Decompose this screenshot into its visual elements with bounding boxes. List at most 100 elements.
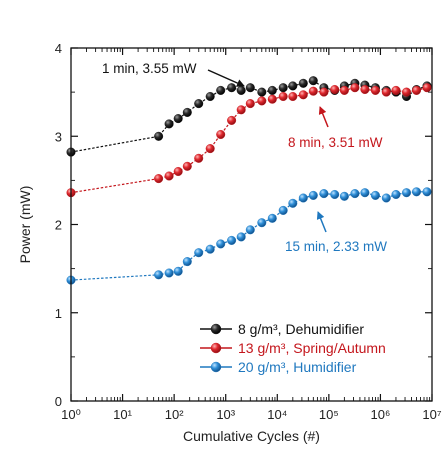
series-3-point	[381, 193, 391, 203]
axis-ticks	[70, 47, 433, 402]
series-1-point	[267, 85, 277, 95]
x-tick-label: 10¹	[113, 407, 132, 422]
series-3-point	[154, 270, 164, 280]
legend-label: 13 g/m³, Spring/Autumn	[238, 340, 386, 356]
y-axis-title: Power (mW)	[17, 186, 33, 264]
series-1-point	[257, 87, 267, 97]
legend: 8 g/m³, Dehumidifier 13 g/m³, Spring/Autu…	[200, 321, 386, 375]
series-line-3	[70, 191, 427, 281]
series-3-point	[298, 193, 308, 203]
axis-tick-labels: 10⁰ 10¹ 10² 10³ 10⁴ 10⁵ 10⁶ 10⁷ 0 1 2 3 4	[55, 41, 442, 422]
series-2-point	[236, 105, 246, 115]
series-2-point	[173, 166, 183, 176]
series-2-point	[381, 87, 391, 97]
series-3-point	[319, 189, 329, 199]
series-3-point	[227, 235, 237, 245]
series-2-point	[227, 115, 237, 125]
series-2-point	[278, 91, 288, 101]
series-1-point	[194, 99, 204, 109]
y-tick-label: 4	[55, 41, 62, 56]
x-tick-label: 10⁶	[371, 407, 391, 422]
series-3-point	[278, 205, 288, 215]
y-tick-label: 2	[55, 218, 62, 233]
series-3-point	[391, 189, 401, 199]
series-2-point	[339, 85, 349, 95]
annotation-label: 15 min, 2.33 mW	[285, 239, 387, 254]
y-tick-label: 1	[55, 306, 62, 321]
series-1-point	[182, 107, 192, 117]
series-3-point	[245, 225, 255, 235]
series-2-point	[350, 83, 360, 93]
annotation-arrow	[316, 211, 327, 233]
series-2-point	[319, 87, 329, 97]
legend-label: 8 g/m³, Dehumidifier	[238, 321, 364, 337]
series-3-point	[308, 190, 318, 200]
series-2-point	[330, 84, 340, 94]
series-2-point	[182, 161, 192, 171]
legend-marker	[210, 323, 222, 335]
series-1-point	[298, 78, 308, 88]
legend-marker	[210, 361, 222, 373]
annotation-arrow	[207, 69, 245, 87]
x-tick-label: 10⁴	[267, 407, 287, 422]
series-3-point	[216, 239, 226, 249]
x-tick-label: 10⁷	[422, 407, 441, 422]
series-2-point	[391, 85, 401, 95]
x-tick-label: 10³	[216, 407, 235, 422]
series-3-point	[422, 187, 432, 197]
series-2-point	[360, 84, 370, 94]
series-1-point	[205, 91, 215, 101]
x-axis-title: Cumulative Cycles (#)	[183, 428, 320, 444]
series-3-point	[164, 268, 174, 278]
legend-marker	[210, 342, 222, 354]
x-tick-label: 10²	[165, 407, 184, 422]
series-line-1	[70, 80, 428, 153]
series-2-point	[257, 96, 267, 106]
series-3-point	[267, 213, 277, 223]
series-1-point	[216, 85, 226, 95]
series-3-point	[205, 244, 215, 254]
series-2-point	[288, 91, 298, 101]
series-2-point	[164, 171, 174, 181]
series-2-point	[154, 174, 164, 184]
series-3-point	[402, 188, 412, 198]
series-3-point	[194, 248, 204, 258]
series-3-point	[360, 188, 370, 198]
series-2-point	[205, 144, 215, 154]
series-3-point	[330, 189, 340, 199]
series-line-2	[70, 87, 428, 194]
series-2-point	[245, 99, 255, 109]
series-2-point	[308, 86, 318, 96]
series-3-point	[412, 187, 422, 197]
series-3-point	[370, 190, 380, 200]
series-3-point	[339, 191, 349, 201]
annotations: 1 min, 3.55 mW 8 min, 3.51 mW 15 min, 2.33…	[102, 61, 387, 254]
annotation-label: 1 min, 3.55 mW	[102, 61, 197, 76]
series-2-point	[194, 153, 204, 163]
series-2-point	[267, 94, 277, 104]
legend-label: 20 g/m³, Humidifier	[238, 359, 357, 375]
y-tick-label: 3	[55, 129, 62, 144]
annotation-arrow	[318, 106, 329, 128]
series-2-point	[298, 90, 308, 100]
series-3-point	[236, 232, 246, 242]
series-3-point	[288, 198, 298, 208]
series-lines	[70, 80, 428, 281]
annotation-label: 8 min, 3.51 mW	[288, 135, 383, 150]
series-3-point	[257, 218, 267, 228]
series-3-point	[350, 189, 360, 199]
series-1-point	[227, 83, 237, 93]
series-2-point	[370, 85, 380, 95]
series-2-point	[402, 87, 412, 97]
x-tick-label: 10⁵	[319, 407, 339, 422]
series-points	[66, 76, 432, 285]
series-3-point	[182, 257, 192, 267]
series-1-point	[164, 119, 174, 129]
series-1-point	[236, 85, 246, 95]
x-tick-label: 10⁰	[61, 407, 81, 422]
series-1-point	[278, 83, 288, 93]
y-tick-label: 0	[55, 394, 62, 409]
series-1-point	[245, 83, 255, 93]
series-1-point	[154, 131, 164, 141]
